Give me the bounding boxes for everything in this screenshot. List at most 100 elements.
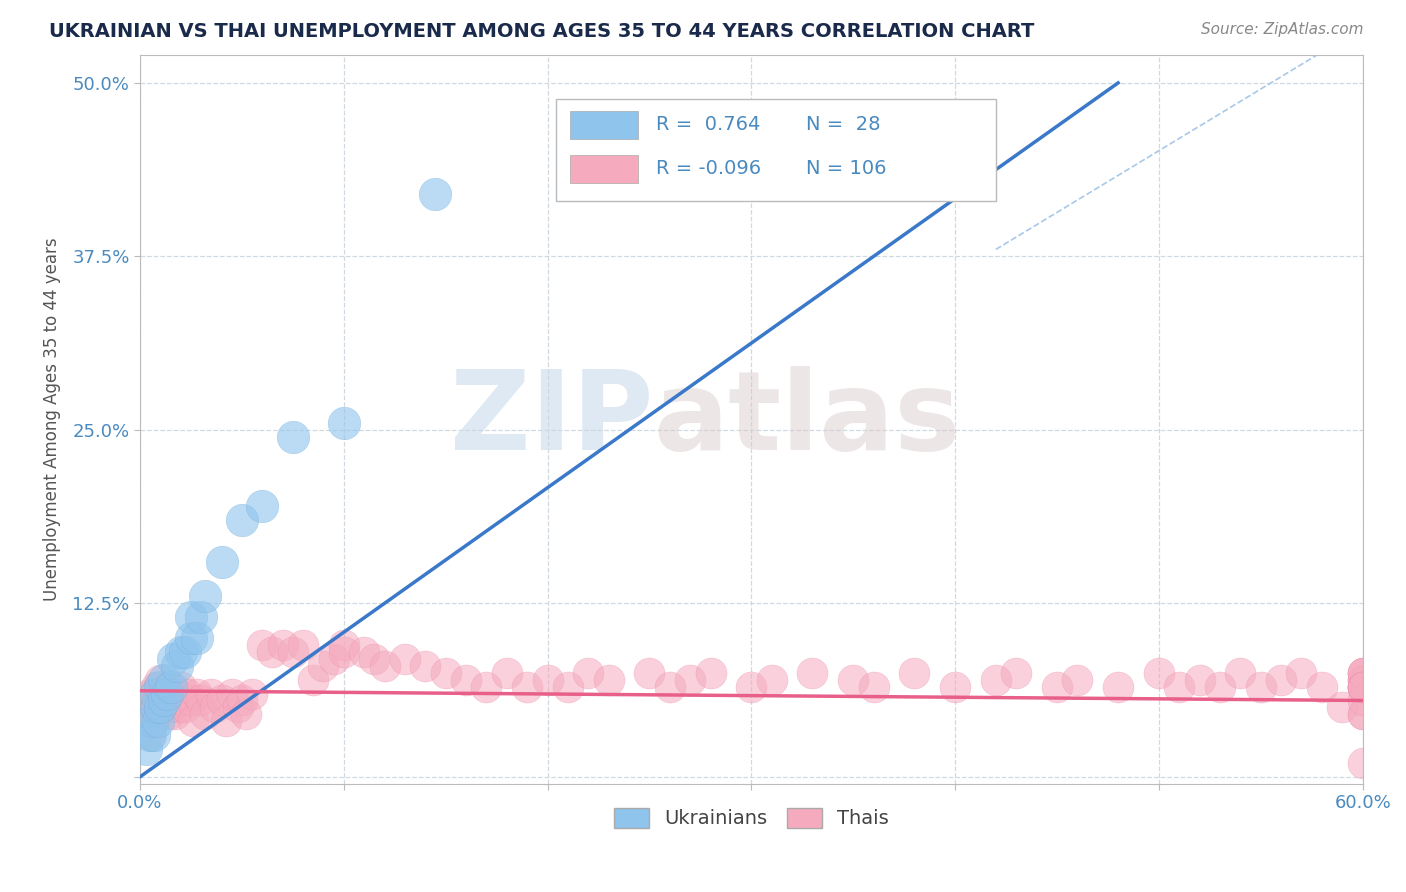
Legend: Ukrainians, Thais: Ukrainians, Thais [606, 800, 897, 836]
Point [139, 728, 162, 742]
Point [842, 673, 865, 687]
Point [1351, 693, 1374, 707]
Point [139, 687, 162, 701]
Point [180, 631, 202, 645]
Point [1046, 680, 1069, 694]
Text: R =  0.764: R = 0.764 [657, 115, 761, 134]
Point [148, 714, 170, 729]
Point [1291, 665, 1313, 680]
Point [1351, 680, 1374, 694]
Point [166, 687, 188, 701]
Point [363, 652, 385, 666]
Point [516, 680, 538, 694]
Point [143, 728, 166, 742]
Point [214, 714, 236, 729]
FancyBboxPatch shape [571, 112, 638, 139]
Point [153, 687, 176, 701]
Point [176, 687, 198, 701]
Point [984, 673, 1007, 687]
Point [190, 610, 212, 624]
Point [699, 665, 721, 680]
Point [135, 742, 157, 756]
Point [235, 707, 257, 722]
Point [638, 665, 661, 680]
Point [262, 645, 284, 659]
Point [186, 687, 208, 701]
Point [153, 673, 176, 687]
Point [159, 680, 181, 694]
Point [1351, 680, 1374, 694]
Text: ZIP: ZIP [450, 366, 654, 473]
Point [1351, 680, 1374, 694]
Point [226, 700, 249, 714]
Point [1005, 665, 1028, 680]
Point [1351, 680, 1374, 694]
Point [162, 652, 184, 666]
Point [252, 638, 274, 652]
Point [211, 555, 233, 569]
Point [149, 700, 172, 714]
Point [1351, 673, 1374, 687]
Point [135, 714, 157, 729]
Point [801, 665, 824, 680]
Point [149, 693, 172, 707]
Point [1351, 707, 1374, 722]
Point [155, 680, 177, 694]
Point [1310, 680, 1333, 694]
Point [1168, 680, 1191, 694]
Point [204, 700, 226, 714]
Point [139, 728, 162, 742]
Point [163, 707, 186, 722]
Text: atlas: atlas [654, 366, 960, 473]
Point [231, 513, 253, 527]
Point [598, 673, 620, 687]
Point [903, 665, 925, 680]
Point [152, 700, 174, 714]
Point [153, 693, 176, 707]
Point [434, 665, 457, 680]
Point [148, 707, 170, 722]
FancyBboxPatch shape [571, 155, 638, 183]
Point [180, 693, 202, 707]
Point [862, 680, 884, 694]
Point [557, 680, 579, 694]
Point [231, 693, 253, 707]
Point [374, 658, 396, 673]
Point [302, 673, 325, 687]
Point [536, 673, 558, 687]
Point [143, 714, 166, 729]
Point [173, 700, 195, 714]
Point [576, 665, 599, 680]
Point [1351, 680, 1374, 694]
Point [413, 658, 436, 673]
Point [322, 652, 344, 666]
Point [1331, 700, 1354, 714]
Point [155, 687, 177, 701]
Point [211, 693, 233, 707]
Point [1147, 665, 1170, 680]
Point [170, 680, 193, 694]
Point [943, 680, 966, 694]
Point [271, 638, 294, 652]
Text: N = 106: N = 106 [806, 159, 887, 178]
Point [181, 714, 204, 729]
Point [145, 700, 167, 714]
Point [141, 700, 163, 714]
Point [454, 673, 477, 687]
Point [333, 645, 356, 659]
Point [475, 680, 498, 694]
Point [740, 680, 762, 694]
Point [221, 687, 243, 701]
Point [186, 631, 208, 645]
Text: Source: ZipAtlas.com: Source: ZipAtlas.com [1201, 22, 1364, 37]
Point [292, 638, 315, 652]
Point [149, 673, 172, 687]
Point [1066, 673, 1088, 687]
Point [180, 610, 202, 624]
Point [1351, 673, 1374, 687]
Point [1270, 673, 1292, 687]
Point [167, 700, 190, 714]
Point [145, 700, 167, 714]
Point [145, 680, 167, 694]
Point [333, 638, 356, 652]
